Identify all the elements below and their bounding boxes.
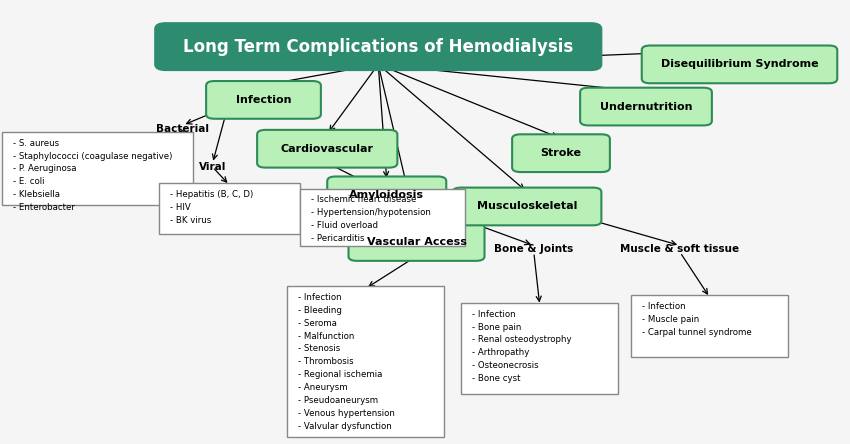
Text: Amyloidosis: Amyloidosis [349,190,424,200]
Text: Viral: Viral [199,162,226,171]
FancyBboxPatch shape [257,130,397,168]
Text: Muscle & soft tissue: Muscle & soft tissue [620,244,740,254]
FancyBboxPatch shape [512,134,609,172]
Text: - Infection
- Muscle pain
- Carpal tunnel syndrome: - Infection - Muscle pain - Carpal tunne… [642,302,752,337]
FancyBboxPatch shape [156,24,601,70]
Text: Disequilibrium Syndrome: Disequilibrium Syndrome [660,59,819,69]
FancyBboxPatch shape [452,188,601,226]
Text: Bacterial: Bacterial [156,124,209,134]
Text: - Hepatitis (B, C, D)
- HIV
- BK virus: - Hepatitis (B, C, D) - HIV - BK virus [170,190,253,225]
Text: Cardiovascular: Cardiovascular [280,144,374,154]
Text: Stroke: Stroke [541,148,581,158]
FancyBboxPatch shape [286,286,444,437]
Text: Undernutrition: Undernutrition [600,102,692,111]
FancyBboxPatch shape [461,303,618,394]
Text: - Infection
- Bone pain
- Renal osteodystrophy
- Arthropathy
- Osteonecrosis
- B: - Infection - Bone pain - Renal osteodys… [473,310,572,383]
Text: - Ischemic heart disease
- Hypertension/hypotension
- Fluid overload
- Pericardi: - Ischemic heart disease - Hypertension/… [311,195,431,243]
Text: - Infection
- Bleeding
- Seroma
- Malfunction
- Stenosis
- Thrombosis
- Regional: - Infection - Bleeding - Seroma - Malfun… [298,293,394,431]
Text: Infection: Infection [235,95,292,105]
FancyBboxPatch shape [206,81,320,119]
Text: - S. aureus
- Staphylococci (coagulase negative)
- P. Aeruginosa
- E. coli
- Kle: - S. aureus - Staphylococci (coagulase n… [14,139,173,212]
Text: Long Term Complications of Hemodialysis: Long Term Complications of Hemodialysis [183,38,574,56]
FancyBboxPatch shape [159,183,300,234]
FancyBboxPatch shape [327,176,446,214]
Text: Musculoskeletal: Musculoskeletal [477,202,577,211]
FancyBboxPatch shape [3,132,193,205]
FancyBboxPatch shape [642,46,837,83]
FancyBboxPatch shape [348,223,484,261]
Text: Bone & Joints: Bone & Joints [494,244,574,254]
Text: Vascular Access: Vascular Access [366,237,467,247]
FancyBboxPatch shape [631,295,788,357]
FancyBboxPatch shape [300,189,466,246]
FancyBboxPatch shape [580,88,711,126]
